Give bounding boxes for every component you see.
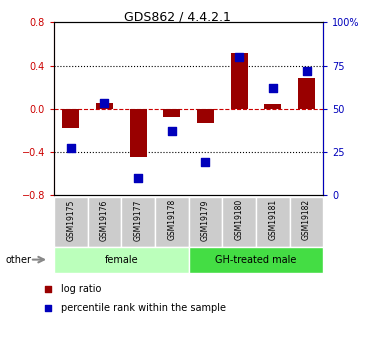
Bar (223, 197, 256, 247)
Bar (264, 104, 281, 109)
Point (45, 305, 52, 310)
Bar (256, 197, 290, 247)
Point (68, 146, 74, 151)
Bar (96, 103, 113, 109)
Bar (231, 52, 248, 109)
Bar (88, 197, 121, 247)
Point (303, 68, 310, 73)
Bar (130, 109, 147, 157)
Text: female: female (104, 255, 138, 265)
Bar (155, 197, 189, 247)
Text: percentile rank within the sample: percentile rank within the sample (62, 303, 226, 313)
Bar (189, 197, 223, 247)
Text: GSM19180: GSM19180 (235, 199, 244, 240)
Bar (121, 197, 155, 247)
Text: GSM19181: GSM19181 (268, 199, 277, 240)
Point (135, 175, 141, 180)
Text: GSM19178: GSM19178 (167, 199, 176, 240)
Point (101, 101, 107, 106)
Bar (290, 197, 323, 247)
Text: GSM19175: GSM19175 (66, 199, 75, 240)
Text: GSM19176: GSM19176 (100, 199, 109, 240)
Text: other: other (6, 255, 32, 265)
Point (203, 159, 209, 165)
Bar (54, 247, 189, 273)
Text: GSM19177: GSM19177 (134, 199, 142, 240)
Bar (54, 197, 88, 247)
Bar (189, 247, 323, 273)
Text: GDS862 / 4.4.2.1: GDS862 / 4.4.2.1 (124, 10, 231, 23)
Bar (197, 109, 214, 123)
Text: GH-treated male: GH-treated male (215, 255, 297, 265)
Point (169, 128, 175, 134)
Bar (298, 78, 315, 109)
Text: GSM19179: GSM19179 (201, 199, 210, 240)
Text: GSM19182: GSM19182 (302, 199, 311, 240)
Bar (163, 109, 180, 117)
Text: log ratio: log ratio (62, 284, 102, 294)
Point (270, 85, 276, 91)
Point (45, 286, 52, 292)
Bar (62, 109, 79, 128)
Point (236, 54, 242, 60)
